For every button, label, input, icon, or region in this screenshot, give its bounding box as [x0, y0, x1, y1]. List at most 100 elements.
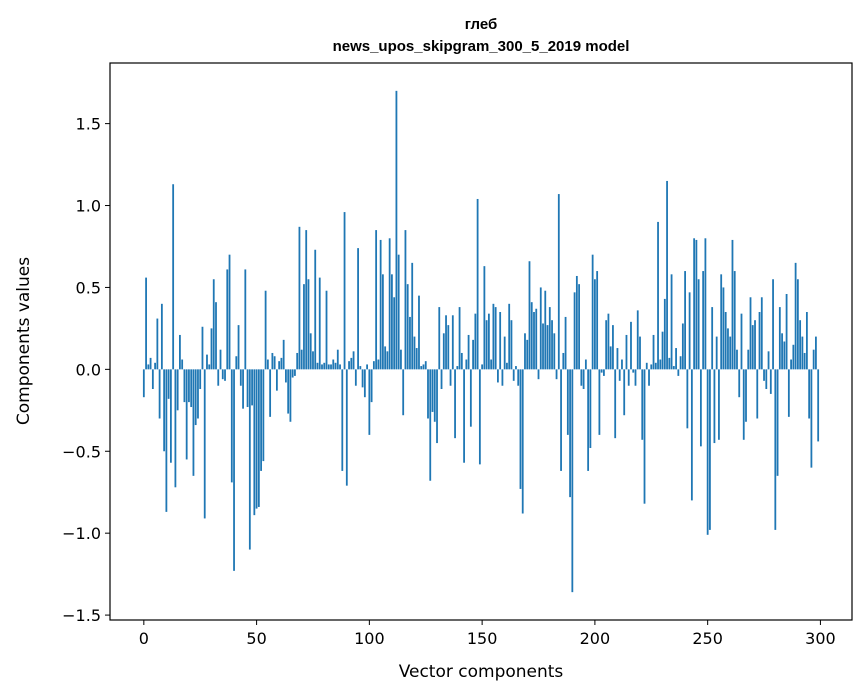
bar-151	[483, 266, 486, 370]
bar-246	[697, 279, 700, 370]
bar-47	[248, 369, 251, 550]
bar-109	[388, 238, 391, 370]
bar-79	[321, 364, 323, 370]
bar-162	[508, 303, 511, 370]
bar-75	[312, 351, 314, 370]
bar-260	[729, 336, 732, 370]
bar-289	[794, 262, 797, 370]
bar-244	[693, 238, 696, 370]
bar-166	[517, 369, 520, 386]
bar-85	[334, 362, 337, 370]
bar-269	[749, 297, 752, 370]
bar-217	[632, 369, 635, 373]
bar-93	[352, 351, 355, 370]
bar-125	[424, 361, 427, 370]
bar-132	[440, 369, 443, 390]
bar-265	[740, 313, 743, 370]
bar-58	[273, 356, 276, 370]
bar-146	[472, 339, 474, 370]
bar-241	[686, 369, 689, 429]
bar-295	[808, 369, 811, 419]
bar-37	[226, 269, 229, 370]
bar-233	[668, 357, 671, 370]
y-axis-label: Components values	[14, 257, 34, 425]
bar-111	[393, 297, 396, 370]
bar-43	[239, 369, 242, 386]
bar-220	[639, 336, 641, 370]
bar-29	[208, 364, 211, 370]
bar-168	[521, 369, 524, 514]
bar-28	[206, 354, 208, 370]
bar-83	[330, 364, 332, 370]
bar-297	[812, 349, 815, 370]
bar-152	[485, 320, 488, 370]
bar-67	[294, 369, 296, 376]
bar-147	[474, 313, 477, 370]
bar-190	[571, 369, 574, 593]
bar-180	[548, 307, 551, 370]
x-axis-label: Vector components	[399, 662, 564, 682]
bar-70	[300, 349, 303, 370]
bar-59	[275, 369, 278, 391]
bar-256	[720, 274, 723, 370]
chart-title-line1: глеб	[465, 16, 498, 33]
bar-200	[593, 279, 596, 370]
y-tick-label-5: 1.0	[76, 197, 101, 216]
bar-34	[219, 349, 222, 370]
bar-14	[174, 369, 177, 488]
bar-231	[663, 298, 666, 370]
bar-270	[751, 325, 754, 370]
bar-9	[163, 369, 166, 452]
x-tick-label-100: 100	[354, 629, 385, 648]
bar-160	[503, 336, 506, 370]
bar-153	[487, 313, 490, 370]
bar-206	[607, 313, 610, 370]
bar-91	[348, 361, 350, 370]
bar-73	[307, 279, 310, 370]
y-tick-label-6: 1.5	[76, 115, 101, 134]
bar-158	[499, 312, 502, 370]
bar-198	[589, 369, 592, 448]
bar-1	[145, 277, 147, 370]
bar-60	[278, 361, 281, 370]
bar-221	[641, 369, 644, 440]
bar-186	[562, 352, 565, 370]
bar-176	[539, 287, 542, 370]
bar-156	[494, 307, 497, 370]
bar-261	[731, 239, 734, 370]
bar-203	[600, 369, 603, 373]
bar-104	[377, 359, 380, 370]
y-tick-label-4: 0.5	[76, 278, 101, 297]
bar-273	[758, 312, 761, 370]
bar-250	[706, 369, 709, 535]
bar-136	[449, 369, 452, 386]
bar-72	[305, 230, 308, 370]
bar-196	[584, 359, 587, 370]
bar-53	[262, 369, 265, 462]
bar-112	[395, 90, 398, 370]
bar-214	[625, 334, 628, 370]
bar-124	[422, 364, 425, 370]
bar-234	[670, 274, 673, 370]
bar-139	[456, 366, 459, 370]
bar-4	[151, 369, 154, 390]
bar-184	[557, 194, 560, 370]
bar-31	[212, 279, 215, 370]
y-axis-ticks: −1.5 −1.0 −0.5 0.0 0.5 1.0 1.5	[62, 115, 110, 625]
bar-135	[447, 325, 450, 370]
bar-127	[429, 369, 432, 481]
bar-224	[648, 369, 650, 386]
bar-171	[528, 261, 531, 370]
bar-137	[451, 315, 454, 370]
bar-229	[659, 359, 662, 370]
bar-189	[569, 369, 571, 498]
bar-145	[469, 369, 472, 427]
bar-61	[280, 357, 283, 370]
bar-106	[381, 274, 384, 370]
bar-181	[551, 320, 553, 370]
y-tick-label-1: −1.0	[62, 524, 101, 543]
bar-114	[400, 349, 402, 370]
bar-280	[774, 369, 777, 530]
bar-202	[598, 369, 601, 435]
